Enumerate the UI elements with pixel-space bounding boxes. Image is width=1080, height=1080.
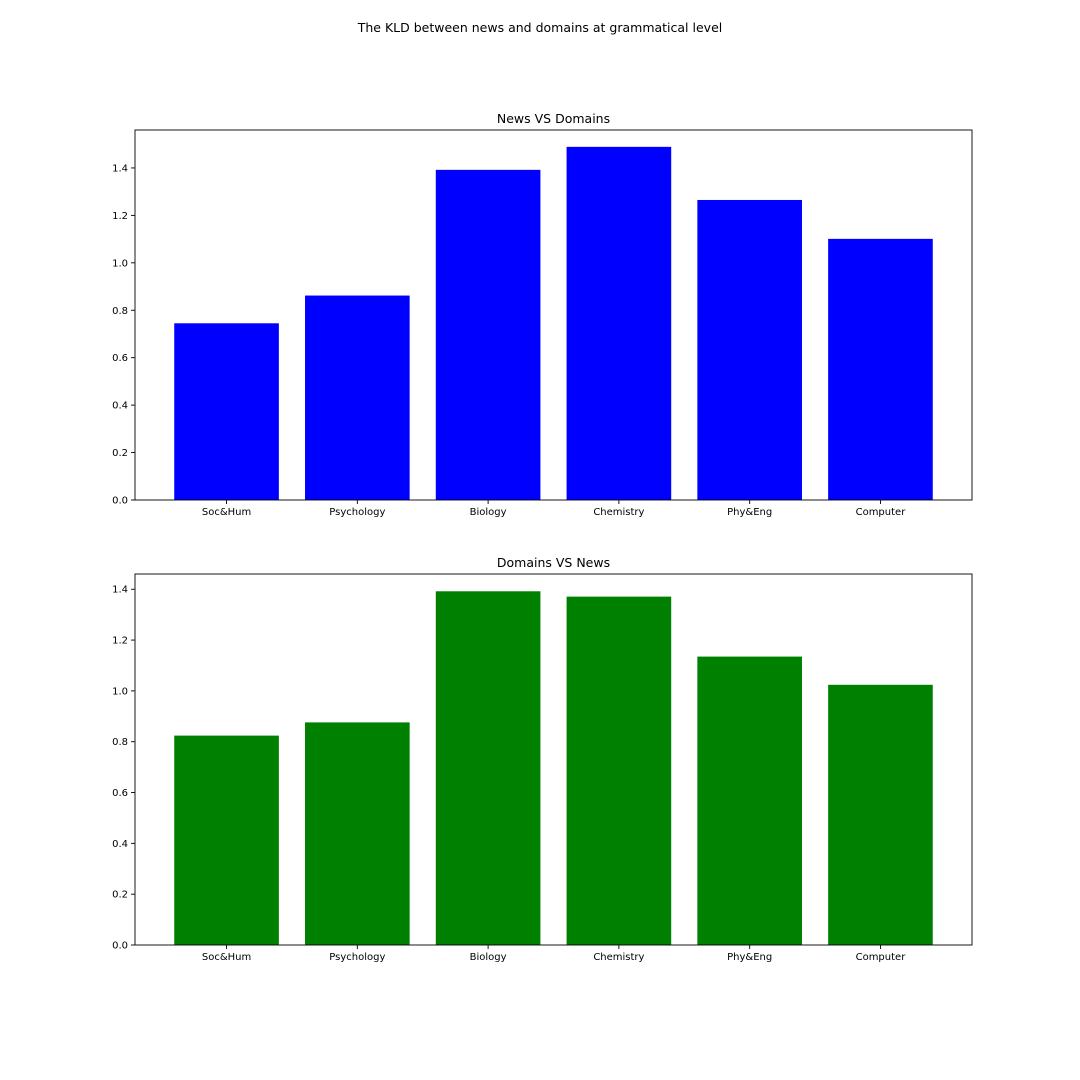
y-tick-label: 0.8 bbox=[112, 306, 128, 317]
x-tick-label: Computer bbox=[856, 952, 907, 963]
plot-title: Domains VS News bbox=[497, 555, 610, 570]
y-tick-label: 0.4 bbox=[112, 401, 128, 412]
bar-psychology bbox=[305, 295, 410, 500]
x-tick-label: Biology bbox=[470, 507, 507, 518]
y-tick-label: 1.0 bbox=[112, 258, 128, 269]
bar-soc-hum bbox=[174, 735, 279, 945]
y-tick-label: 0.0 bbox=[112, 496, 128, 507]
figure-suptitle: The KLD between news and domains at gram… bbox=[357, 20, 722, 35]
x-tick-label: Chemistry bbox=[593, 507, 644, 518]
bar-soc-hum bbox=[174, 323, 279, 500]
x-tick-label: Chemistry bbox=[593, 952, 644, 963]
y-tick-label: 0.4 bbox=[112, 839, 128, 850]
plot-title: News VS Domains bbox=[497, 111, 610, 126]
y-tick-label: 1.2 bbox=[112, 636, 128, 647]
y-tick-label: 1.4 bbox=[112, 163, 128, 174]
y-tick-label: 0.2 bbox=[112, 890, 128, 901]
y-tick-label: 0.0 bbox=[112, 941, 128, 952]
x-tick-label: Soc&Hum bbox=[202, 507, 251, 518]
axes-frame bbox=[134, 573, 973, 946]
x-tick-label: Phy&Eng bbox=[727, 507, 772, 518]
y-tick-label: 0.8 bbox=[112, 737, 128, 748]
y-tick-label: 0.6 bbox=[112, 353, 128, 364]
bar-phy-eng bbox=[697, 656, 802, 945]
domains-vs-news-plot: Domains VS News Soc&Hum Psychology Biology C… bbox=[112, 555, 973, 963]
y-tick-label: 1.4 bbox=[112, 585, 128, 596]
bar-chemistry bbox=[566, 596, 672, 945]
x-tick-label: Computer bbox=[856, 507, 907, 518]
bar-chemistry bbox=[566, 146, 672, 501]
y-tick-label: 0.6 bbox=[112, 788, 128, 799]
bar-computer bbox=[828, 684, 933, 945]
y-tick-label: 1.0 bbox=[112, 686, 128, 697]
x-tick-label: Soc&Hum bbox=[202, 952, 251, 963]
x-tick-label: Psychology bbox=[329, 507, 385, 518]
bar-psychology bbox=[305, 722, 410, 945]
bar-computer bbox=[828, 238, 933, 500]
x-tick-label: Biology bbox=[470, 952, 507, 963]
news-vs-domains-plot: News VS Domains Soc&Hum Psychology Biology C… bbox=[112, 111, 973, 518]
bar-phy-eng bbox=[697, 199, 802, 500]
bar-biology bbox=[435, 591, 541, 945]
x-tick-label: Phy&Eng bbox=[727, 952, 772, 963]
bar-biology bbox=[435, 169, 541, 500]
x-tick-label: Psychology bbox=[329, 952, 385, 963]
y-tick-label: 1.2 bbox=[112, 211, 128, 222]
axes-frame bbox=[134, 129, 973, 501]
y-tick-label: 0.2 bbox=[112, 448, 128, 459]
